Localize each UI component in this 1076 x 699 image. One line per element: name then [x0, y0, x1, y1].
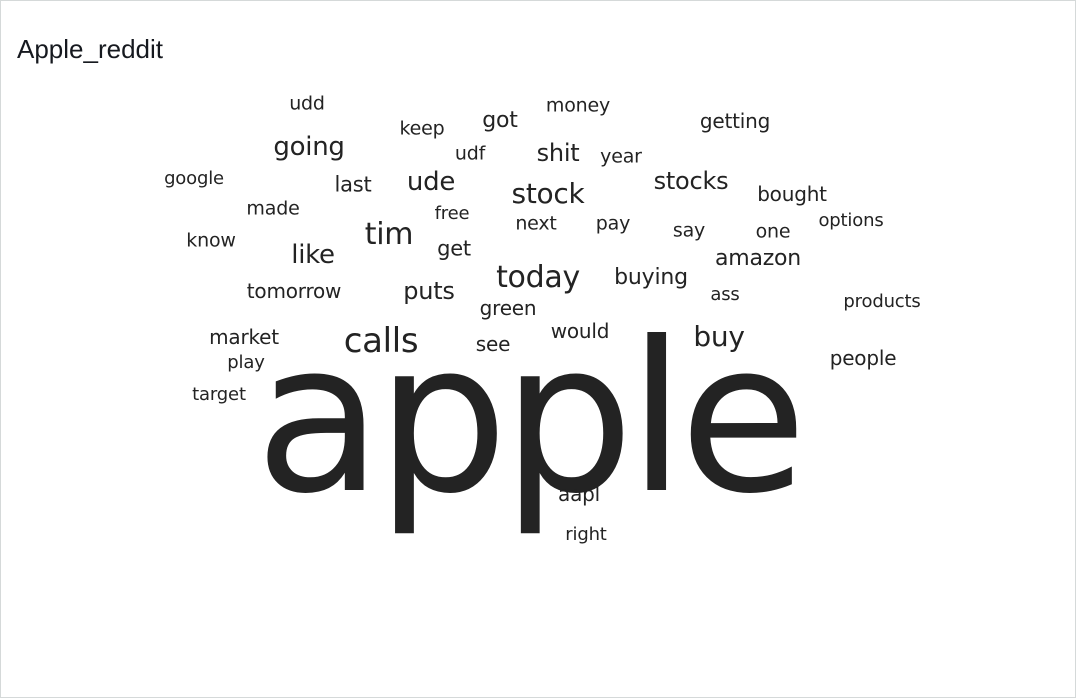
word-amazon: amazon [714, 246, 802, 271]
word-products: products [843, 291, 921, 312]
word-udf: udf [454, 142, 486, 165]
word-would: would [550, 319, 610, 343]
word-last: last [334, 172, 372, 197]
word-udd: udd [289, 92, 325, 115]
word-see: see [475, 332, 511, 356]
word-going: going [273, 132, 345, 162]
word-know: know [186, 229, 236, 252]
word-green: green [479, 296, 537, 320]
word-target: target [192, 384, 246, 405]
word-tim: tim [364, 217, 414, 252]
word-calls: calls [343, 321, 419, 361]
word-next: next [515, 212, 557, 235]
word-aapl: aapl [558, 482, 600, 506]
word-free: free [434, 203, 470, 224]
word-options: options [818, 210, 884, 231]
word-got: got [482, 108, 518, 133]
word-puts: puts [403, 277, 455, 305]
visual-title: Apple_reddit [17, 34, 163, 64]
word-stocks: stocks [653, 167, 729, 195]
word-getting: getting [699, 109, 771, 133]
word-get: get [437, 236, 471, 261]
word-say: say [672, 219, 706, 242]
word-year: year [600, 145, 642, 168]
word-people: people [829, 346, 897, 370]
word-stock: stock [511, 177, 585, 210]
word-right: right [565, 524, 607, 545]
word-shit: shit [536, 139, 580, 167]
word-pay: pay [595, 212, 631, 235]
word-apple: apple [254, 298, 807, 540]
word-ude: ude [406, 167, 456, 197]
word-like: like [291, 240, 335, 270]
word-play: play [227, 352, 265, 373]
word-bought: bought [757, 182, 827, 206]
word-ass: ass [710, 284, 740, 305]
word-tomorrow: tomorrow [246, 279, 342, 303]
word-market: market [209, 325, 279, 349]
word-google: google [164, 168, 224, 189]
word-keep: keep [399, 117, 445, 140]
word-made: made [246, 197, 300, 220]
word-today: today [496, 260, 580, 295]
word-buy: buy [693, 320, 745, 353]
word-money: money [545, 94, 611, 117]
word-one: one [755, 220, 791, 243]
word-buying: buying [614, 265, 688, 290]
